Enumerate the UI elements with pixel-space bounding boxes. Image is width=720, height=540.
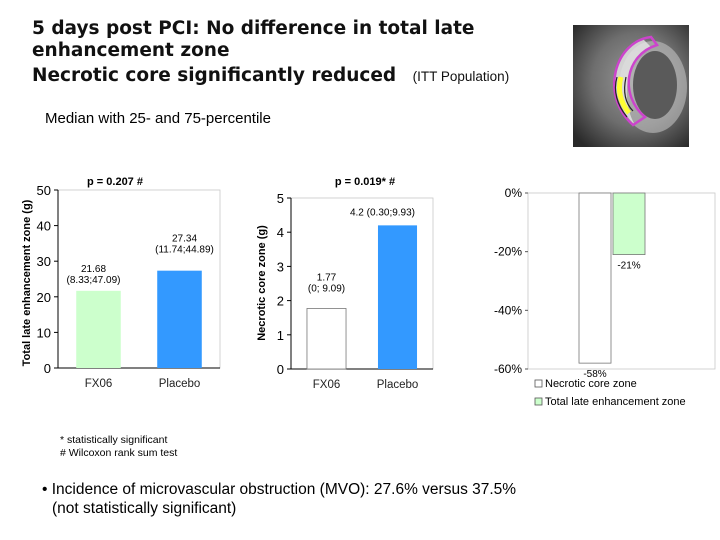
c1-data-label: 27.34	[172, 234, 197, 245]
c3-data-label: -58%	[583, 369, 606, 380]
c2-ytick-label: 1	[277, 328, 284, 343]
title-line-3-text: Necrotic core significantly reduced	[32, 65, 397, 86]
subtitle: Median with 25- and 75-percentile	[45, 110, 271, 127]
c2-ytick-label: 0	[277, 362, 284, 377]
c1-ytick-label: 0	[44, 361, 51, 376]
c1-xtick-label: Placebo	[159, 378, 201, 390]
chart1-bars	[76, 270, 202, 368]
chart1-labels: FX06 21.68(8.33;47.09) Placebo 27.34(11.74;…	[67, 234, 214, 390]
c3-ytick-label: 0%	[505, 186, 523, 200]
c1-ytick-label: 10	[37, 325, 51, 340]
c2-bar-fx06	[306, 308, 347, 370]
chart1-grid: 0 10 20 30 40 50	[37, 183, 221, 376]
legend-label-necrotic: Necrotic core zone	[545, 378, 637, 390]
mvo-bullet: • Incidence of microvascular obstruction…	[42, 480, 516, 499]
chart1-ylabel: Total late enhancement zone (g)	[21, 199, 33, 366]
bullet-marker: •	[42, 481, 48, 498]
c2-ytick-label: 2	[277, 294, 284, 309]
c2-ytick-label: 4	[277, 225, 284, 240]
chart3-legend: Necrotic core zone Total late enhancemen…	[534, 378, 686, 408]
title-line-3: Necrotic core significantly reduced (ITT…	[32, 65, 509, 88]
chart-percent-reduction: 0% -20% -40% -60% -58% -21% Necrotic core zo…	[494, 186, 716, 408]
c1-data-label: 21.68	[81, 264, 106, 275]
c2-bar-placebo	[377, 225, 418, 369]
c3-bar-total	[612, 192, 646, 255]
c3-ytick-label: -20%	[494, 245, 522, 259]
footnote-wilcoxon: # Wilcoxon rank sum test	[60, 447, 178, 459]
chart2-bars	[306, 225, 418, 370]
c2-xtick-label: Placebo	[377, 379, 419, 391]
bullet-text-line2: (not statistically significant)	[52, 500, 237, 517]
c2-ytick-label: 5	[277, 191, 284, 206]
c3-data-label: -21%	[617, 261, 640, 272]
chart2-ylabel: Necrotic core zone (g)	[256, 225, 268, 341]
chart-necrotic-core: p = 0.019* # Necrotic core zone (g) 0 1 2 3…	[256, 176, 434, 391]
c3-ytick-label: -60%	[494, 362, 522, 376]
c1-bar-fx06	[76, 290, 121, 368]
c2-data-label: 4.2 (0.30;9.93)	[350, 207, 415, 218]
c1-data-label-range: (8.33;47.09)	[67, 275, 121, 286]
chart3-grid: 0% -20% -40% -60%	[494, 186, 716, 376]
chart3-labels: -58% -21%	[583, 261, 640, 381]
chart3-bars	[578, 192, 646, 364]
c1-data-label-range: (11.74;44.89)	[155, 245, 214, 256]
c1-ytick-label: 20	[37, 290, 51, 305]
c1-ytick-label: 50	[37, 183, 51, 198]
title-line-1: 5 days post PCI: No difference in total …	[32, 18, 475, 39]
c2-data-label-range: (0; 9.09)	[308, 283, 345, 294]
chart2-labels: FX06 1.77(0; 9.09) Placebo 4.2 (0.30;9.93)	[308, 207, 418, 391]
population-label: (ITT Population)	[412, 69, 510, 84]
c3-bar-necrotic	[578, 192, 612, 364]
legend-swatch-necrotic	[534, 379, 543, 388]
c1-ytick-label: 40	[37, 219, 51, 234]
c3-ytick-label: -40%	[494, 303, 522, 317]
bullet-text-line1: Incidence of microvascular obstruction (…	[51, 481, 517, 498]
cardiac-mri-image	[573, 25, 689, 147]
c2-xtick-label: FX06	[313, 379, 341, 391]
chart1-title: p = 0.207 #	[87, 176, 143, 188]
footnote-significant: * statistically significant	[60, 434, 168, 446]
legend-label-total: Total late enhancement zone	[545, 396, 686, 408]
c2-ytick-label: 3	[277, 259, 284, 274]
title-line-2: enhancement zone	[32, 40, 230, 61]
chart-total-late-enhancement: p = 0.207 # Total late enhancement zone …	[21, 176, 221, 390]
c1-ytick-label: 30	[37, 254, 51, 269]
c1-xtick-label: FX06	[85, 378, 113, 390]
chart2-title: p = 0.019* #	[335, 176, 395, 188]
c2-data-label: 1.77	[317, 272, 337, 283]
legend-swatch-total	[534, 397, 543, 406]
c1-bar-placebo	[157, 270, 202, 368]
